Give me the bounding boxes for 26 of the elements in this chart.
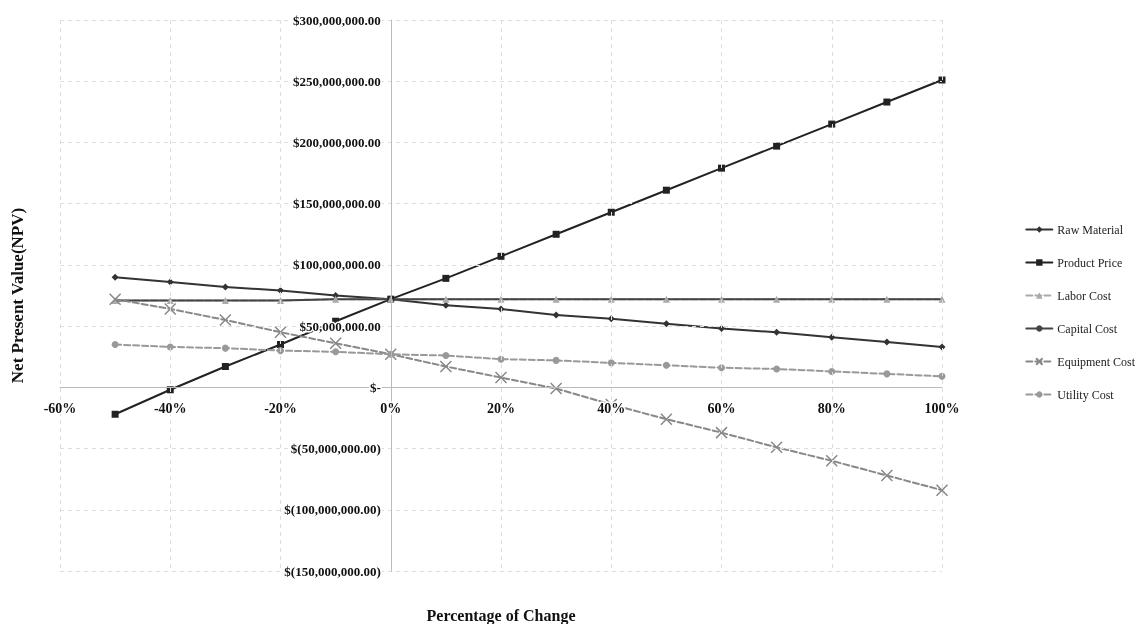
x-axis-title: Percentage of Change bbox=[426, 606, 576, 624]
legend-label: Capital Cost bbox=[1057, 321, 1118, 336]
y-tick-label: $150,000,000.00 bbox=[293, 196, 381, 212]
x-tick-label: 100% bbox=[924, 400, 960, 416]
legend-label: Product Price bbox=[1057, 255, 1123, 270]
x-tick-label: 20% bbox=[487, 400, 515, 416]
legend-label: Raw Material bbox=[1057, 222, 1124, 237]
y-tick-label: $(100,000,000.00) bbox=[284, 502, 381, 518]
y-tick-label: $250,000,000.00 bbox=[293, 73, 381, 89]
y-tick-label: $(50,000,000.00) bbox=[290, 441, 381, 457]
legend-label: Utility Cost bbox=[1057, 387, 1115, 402]
x-tick-label: 40% bbox=[597, 400, 626, 416]
x-tick-label: 60% bbox=[707, 400, 736, 416]
x-tick-label: -20% bbox=[264, 400, 297, 416]
x-tick-label: 80% bbox=[817, 400, 846, 416]
y-tick-label: $100,000,000.00 bbox=[293, 257, 381, 273]
y-tick-label: $(150,000,000.00) bbox=[284, 563, 381, 579]
legend-label: Labor Cost bbox=[1057, 288, 1112, 303]
legend-label: Equipment Cost bbox=[1057, 354, 1136, 369]
x-tick-label: 0% bbox=[380, 400, 402, 416]
y-tick-label: $- bbox=[369, 379, 381, 395]
y-axis-title: Net Present Value(NPV) bbox=[7, 207, 27, 384]
y-tick-label: $300,000,000.00 bbox=[293, 12, 381, 28]
y-tick-label: $200,000,000.00 bbox=[293, 134, 381, 150]
x-tick-label: -40% bbox=[153, 400, 187, 416]
x-tick-label: -60% bbox=[43, 400, 77, 416]
